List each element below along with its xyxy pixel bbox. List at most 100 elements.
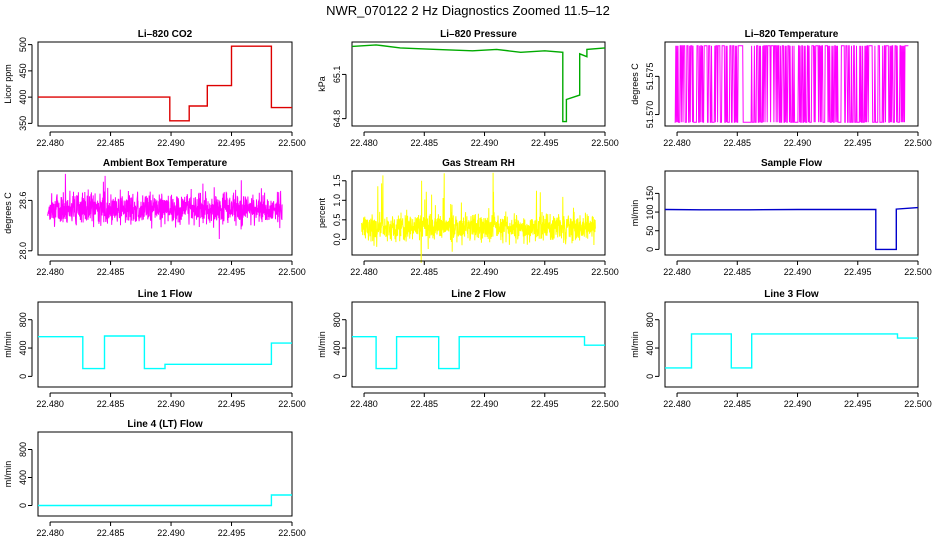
chart-panel-5: Gas Stream RH 22.480 22.485 22.490 22.495 22.… [317,158,619,277]
y-tick-label: 800 [18,312,28,327]
y-tick-label: 65.1 [332,66,342,84]
figure-title: NWR_070122 2 Hz Diagnostics Zoomed 11.5–… [326,3,610,18]
chart-panel-3: Li–820 Temperature 22.480 22.485 22.490 22.4… [630,29,932,148]
panel-title: Li–820 Pressure [440,29,517,40]
series-line [674,45,909,123]
y-tick-label: 100 [645,205,655,220]
series-line [38,335,292,370]
plot-frame [37,41,293,127]
x-tick-label: 22.490 [471,399,499,409]
y-tick-label: 28.6 [18,192,28,210]
y-tick-label: 64.8 [332,110,342,128]
x-tick-label: 22.485 [411,267,439,277]
x-tick-label: 22.480 [663,399,691,409]
x-tick-label: 22.480 [36,528,64,538]
panel-title: Li–820 Temperature [745,29,839,40]
plot-frame [351,301,606,388]
x-tick-label: 22.485 [411,399,439,409]
series-line [352,336,605,370]
x-tick-label: 22.500 [904,267,932,277]
chart-panel-6: Sample Flow 22.480 22.485 22.490 22.495 22.50… [630,158,932,277]
x-tick-label: 22.495 [218,528,246,538]
x-tick-label: 22.480 [350,267,378,277]
y-axis-label: Licor ppm [3,64,13,104]
plot-frame [664,170,919,256]
panel-title: Gas Stream RH [442,158,515,169]
x-tick-label: 22.490 [157,138,185,148]
x-tick-label: 22.480 [350,399,378,409]
series-line [47,173,283,240]
x-tick-label: 22.495 [844,399,872,409]
x-tick-label: 22.500 [904,399,932,409]
y-tick-label: 0 [18,374,28,379]
x-tick-label: 22.480 [36,267,64,277]
y-tick-label: 1.0 [332,194,342,207]
y-tick-label: 400 [645,341,655,356]
panel-grid: Li–820 CO2 22.480 22.485 22.490 22.495 22.500… [3,29,932,538]
y-tick-label: 150 [645,186,655,201]
y-axis-label: kPa [317,76,327,92]
x-tick-label: 22.495 [531,138,559,148]
x-tick-label: 22.495 [218,399,246,409]
x-tick-label: 22.490 [784,399,812,409]
y-tick-label: 400 [18,470,28,485]
x-tick-label: 22.500 [591,399,619,409]
y-tick-label: 0.5 [332,214,342,227]
y-tick-label: 500 [18,37,28,52]
y-axis-label: ml/min [317,331,327,358]
plot-frame [664,41,919,127]
y-tick-label: 400 [18,90,28,105]
x-tick-label: 22.490 [157,528,185,538]
x-tick-label: 22.495 [844,267,872,277]
x-tick-label: 22.490 [157,267,185,277]
series-line [38,45,292,122]
x-tick-label: 22.495 [844,138,872,148]
series-line [351,44,606,123]
x-tick-label: 22.500 [278,267,306,277]
y-tick-label: 1.5 [332,175,342,188]
x-tick-label: 22.480 [663,138,691,148]
y-tick-label: 0 [18,503,28,508]
y-tick-label: 0.0 [332,233,342,246]
y-axis-label: degrees C [3,192,13,234]
panel-title: Line 2 Flow [451,289,506,300]
y-axis-label: percent [317,197,327,228]
y-tick-label: 800 [18,442,28,457]
x-tick-label: 22.485 [724,267,752,277]
x-tick-label: 22.485 [411,138,439,148]
x-tick-label: 22.490 [471,267,499,277]
plot-frame [37,301,293,388]
x-tick-label: 22.500 [278,399,306,409]
y-axis-label: ml/min [3,331,13,358]
plot-frame [664,301,919,388]
panel-title: Line 3 Flow [764,289,819,300]
panel-title: Line 4 (LT) Flow [127,419,203,430]
panel-title: Li–820 CO2 [138,29,193,40]
chart-panel-8: Line 2 Flow 22.480 22.485 22.490 22.495 22.50… [317,289,619,409]
series-line [38,494,292,507]
panel-title: Sample Flow [761,158,822,169]
y-tick-label: 50 [645,226,655,236]
x-tick-label: 22.495 [531,399,559,409]
x-tick-label: 22.485 [724,138,752,148]
x-tick-label: 22.500 [591,267,619,277]
plot-frame [351,41,606,127]
series-line [665,333,918,369]
y-axis-label: degrees C [630,63,640,105]
x-tick-label: 22.495 [218,138,246,148]
y-axis-label: ml/min [630,200,640,227]
x-tick-label: 22.480 [36,399,64,409]
x-tick-label: 22.480 [36,138,64,148]
panel-title: Line 1 Flow [138,289,193,300]
plot-frame [37,431,293,517]
x-tick-label: 22.485 [724,399,752,409]
y-axis-label: ml/min [3,461,13,488]
y-tick-label: 800 [332,312,342,327]
y-tick-label: 800 [645,312,655,327]
y-axis-label: ml/min [630,331,640,358]
x-tick-label: 22.500 [278,528,306,538]
chart-panel-1: Li–820 CO2 22.480 22.485 22.490 22.495 22.500… [3,29,306,148]
y-tick-label: 28.0 [18,242,28,260]
y-tick-label: 350 [18,116,28,131]
